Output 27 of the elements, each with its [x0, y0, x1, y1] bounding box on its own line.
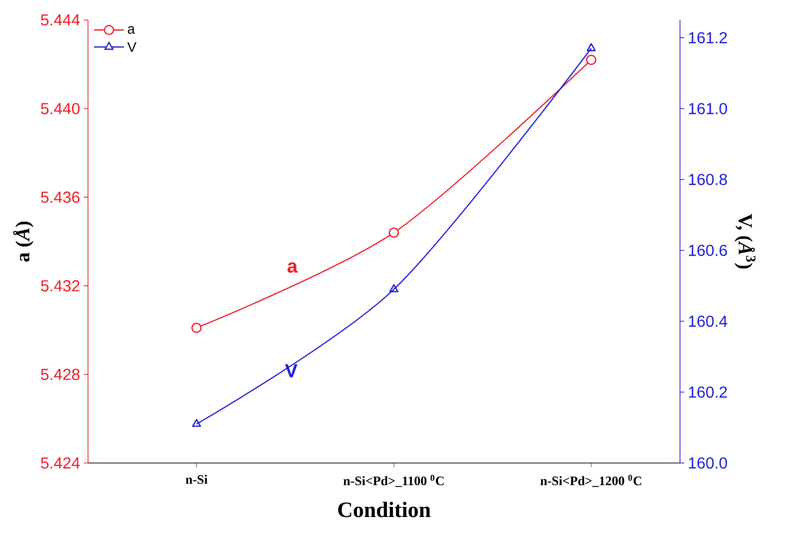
- x-tick-label: n-Si<Pd>_1200 $^{0}$C: [540, 474, 642, 487]
- text: V: [285, 364, 298, 378]
- y-tick-label: 5.424: [40, 457, 80, 469]
- point: [388, 227, 400, 238]
- legend-label: V: [127, 42, 136, 52]
- y2-tick-label: 160.4: [689, 316, 728, 327]
- y2-tick-label: 160.2: [689, 386, 727, 398]
- point: [586, 43, 596, 52]
- point: [586, 54, 596, 66]
- x-axis-title: Condition: [338, 502, 431, 518]
- y2-tick-label: 160.8: [689, 174, 727, 186]
- point: [191, 322, 202, 334]
- y2-tick-label: 161.0: [689, 102, 728, 114]
- x-tick-label: n-Si<Pd>_1100 $^{0}$C: [343, 474, 444, 487]
- point: [192, 418, 202, 427]
- y2-tick-label: 161.2: [689, 32, 727, 44]
- legend-label: a: [128, 26, 135, 34]
- point: [389, 284, 398, 292]
- y-tick-label: 5.444: [40, 14, 80, 26]
- y-tick-label: 5.440: [40, 102, 80, 114]
- y2-tick-label: 160.0: [689, 457, 728, 469]
- y2-tick-label: 160.6: [689, 244, 727, 256]
- y-tick-label: 5.428: [40, 368, 80, 380]
- y-tick-label: 5.432: [40, 280, 80, 292]
- x-tick-label: n-Si: [186, 474, 208, 484]
- text: a: [288, 262, 298, 273]
- y-tick-label: 5.436: [40, 192, 80, 203]
